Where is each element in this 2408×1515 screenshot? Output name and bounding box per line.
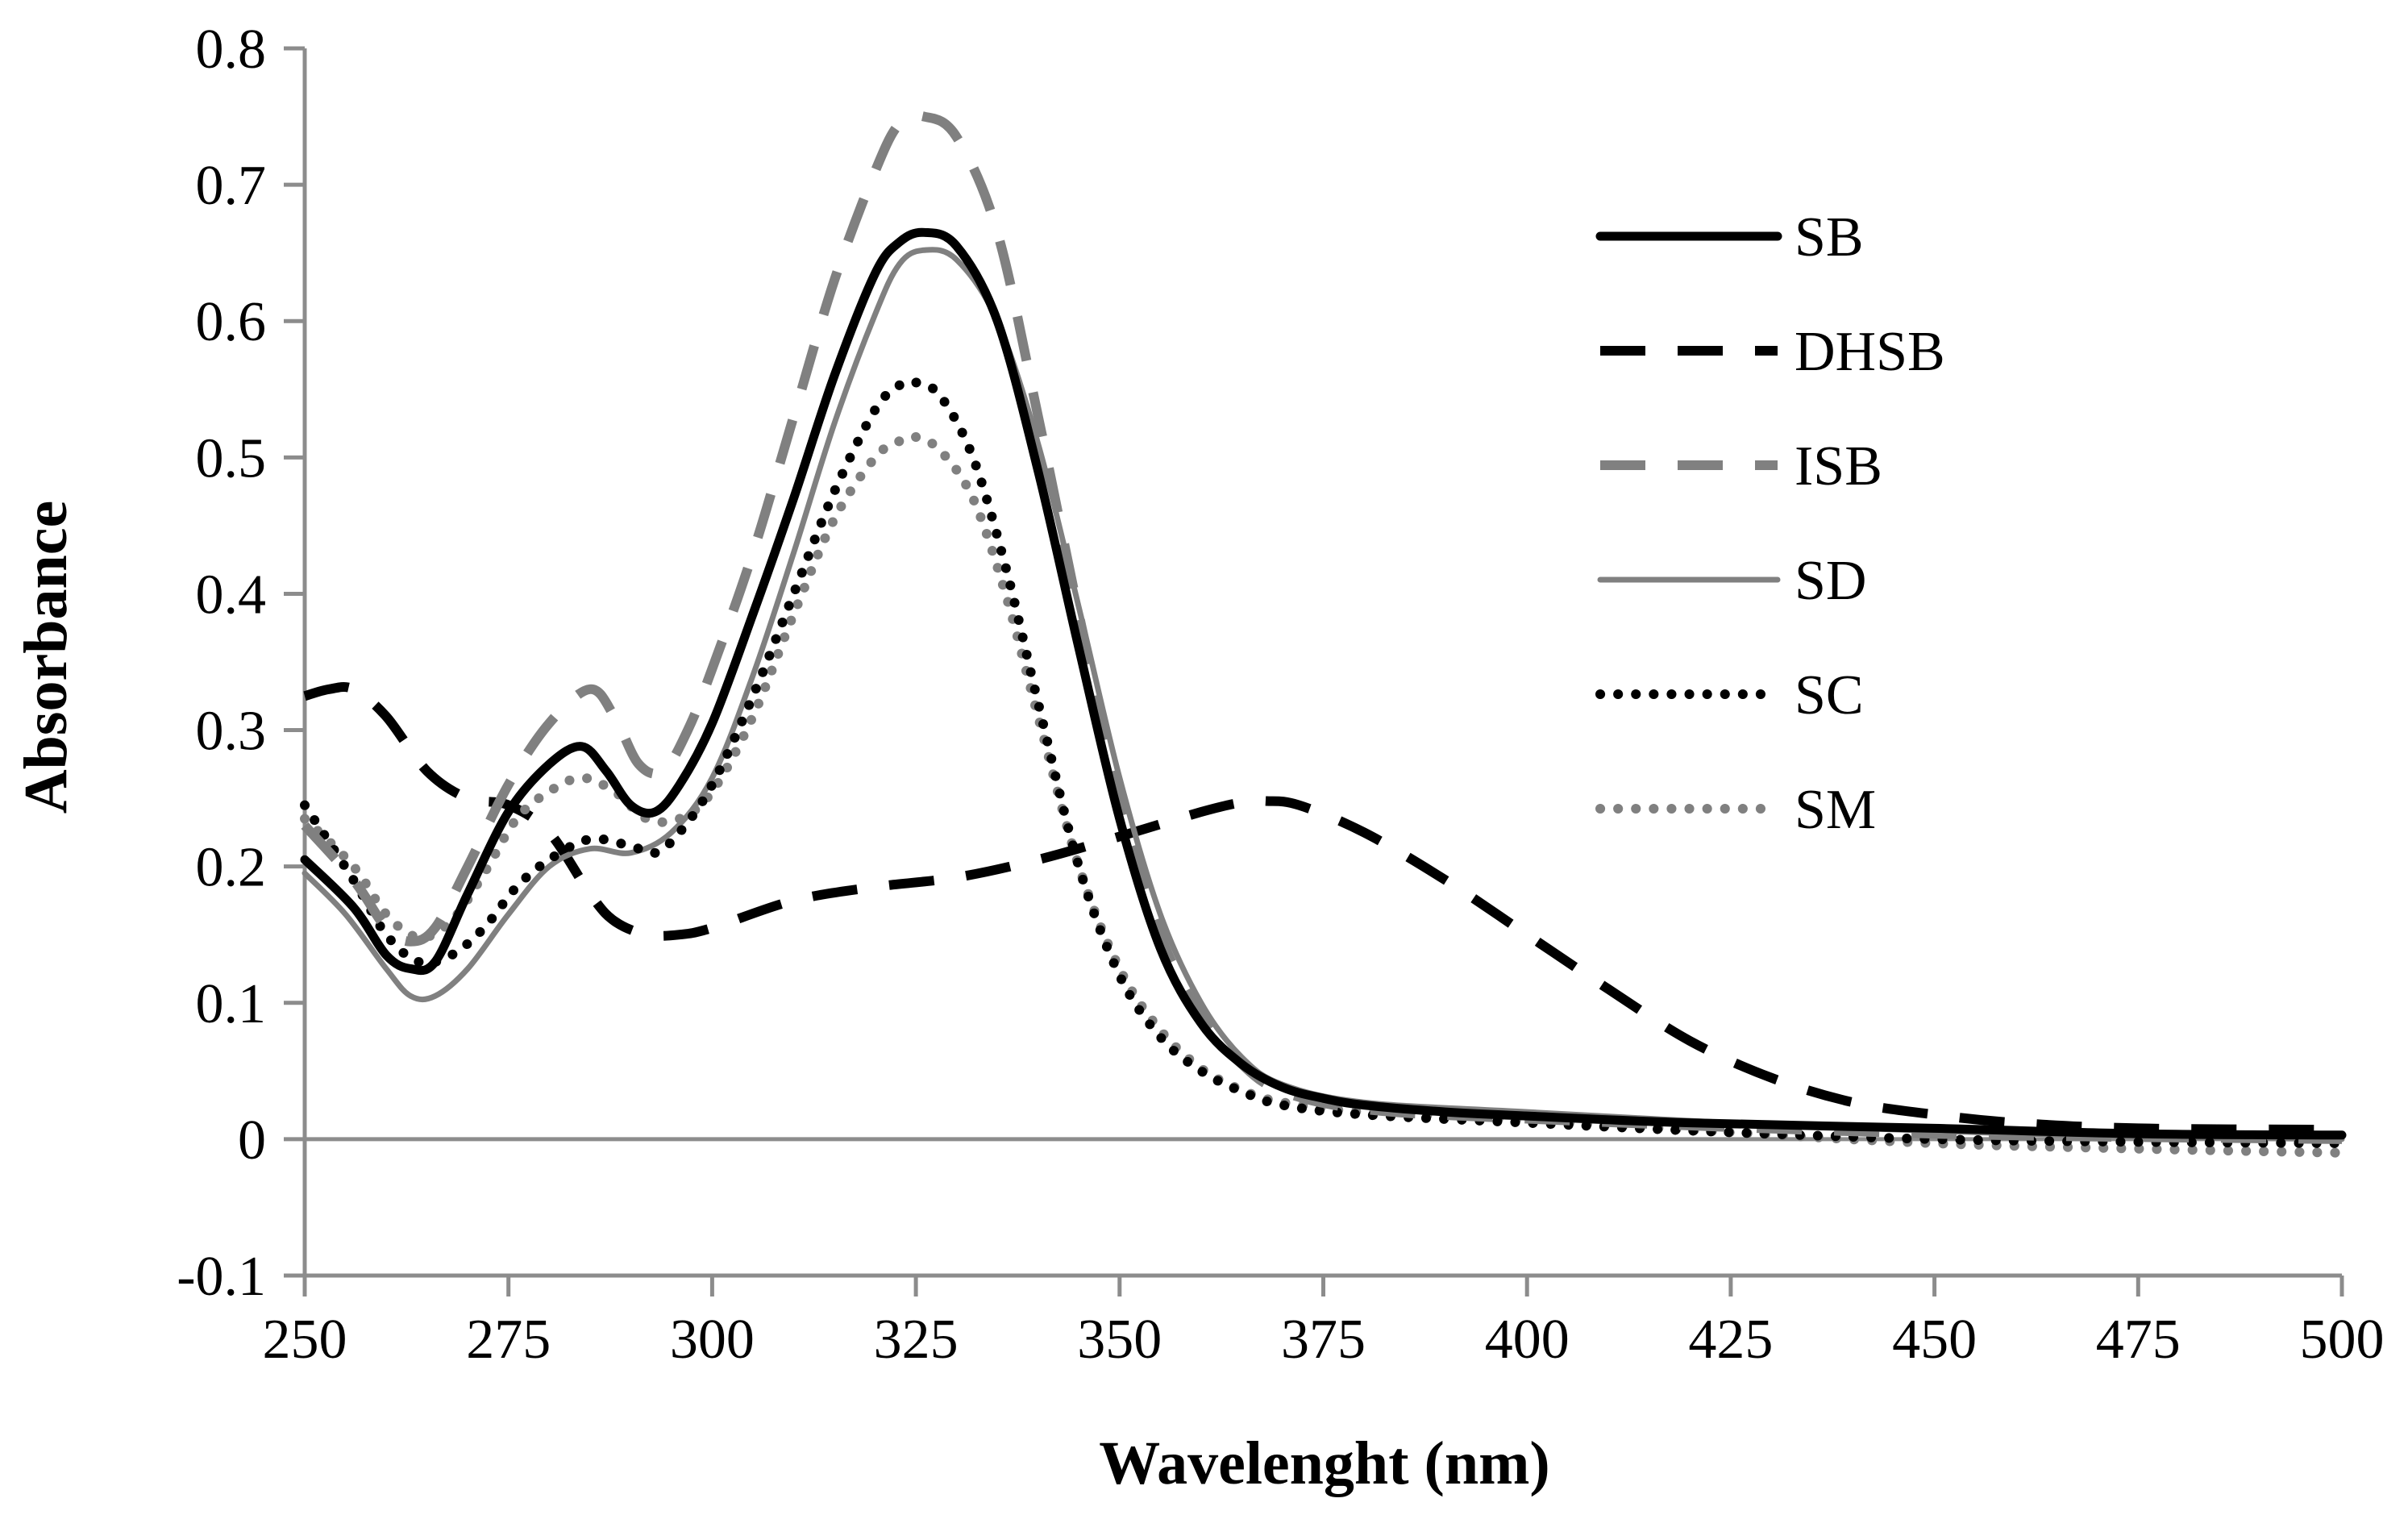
series-line-sc bbox=[300, 376, 2347, 1148]
x-tick-label: 300 bbox=[670, 1309, 755, 1371]
axes-layer: -0.1 0 0.1 0.2 0.3 0.4 0.5 0.6 0.7 0.8 250 275 300 32… bbox=[177, 19, 2384, 1371]
legend-label-sc: SC bbox=[1795, 664, 1864, 726]
y-tick-label: 0 bbox=[238, 1109, 266, 1172]
x-axis-title: Wavelenght (nm) bbox=[1099, 1430, 1549, 1497]
x-tick-label: 500 bbox=[2300, 1309, 2385, 1371]
x-tick-label: 375 bbox=[1281, 1309, 1366, 1371]
x-tick-label: 350 bbox=[1077, 1309, 1162, 1371]
legend: SB DHSB ISB SD SC SM bbox=[1595, 206, 1945, 841]
y-tick-label: 0.5 bbox=[196, 427, 267, 489]
y-tick-label: -0.1 bbox=[177, 1246, 266, 1308]
series-line-dhsb bbox=[303, 681, 2343, 1135]
legend-label-sm: SM bbox=[1795, 779, 1876, 841]
y-tick-label: 0.8 bbox=[196, 19, 267, 81]
series-line-sm bbox=[300, 431, 2347, 1158]
x-tick-label: 450 bbox=[1892, 1309, 1977, 1371]
x-tick-label: 400 bbox=[1485, 1309, 1570, 1371]
series-line-sd bbox=[302, 247, 2345, 1142]
x-tick-label: 250 bbox=[263, 1309, 347, 1371]
y-tick-label: 0.1 bbox=[196, 973, 267, 1035]
series-layer bbox=[300, 110, 2347, 1158]
x-tick-label: 275 bbox=[466, 1309, 551, 1371]
y-axis-title: Absorbance bbox=[12, 501, 80, 814]
legend-label-sd: SD bbox=[1795, 550, 1866, 612]
x-tick-label: 425 bbox=[1688, 1309, 1773, 1371]
x-tick-label: 475 bbox=[2096, 1309, 2181, 1371]
y-tick-label: 0.7 bbox=[196, 155, 267, 217]
x-tick-label: 325 bbox=[874, 1309, 959, 1371]
y-tick-label: 0.4 bbox=[196, 564, 267, 626]
y-tick-label: 0.3 bbox=[196, 701, 267, 763]
y-tick-label: 0.6 bbox=[196, 291, 267, 353]
legend-label-dhsb: DHSB bbox=[1795, 321, 1945, 383]
y-tick-label: 0.2 bbox=[196, 837, 267, 899]
legend-label-sb: SB bbox=[1795, 206, 1864, 268]
series-line-sb bbox=[300, 227, 2347, 1140]
legend-label-isb: ISB bbox=[1795, 435, 1882, 497]
series-line-isb bbox=[301, 110, 2343, 1144]
